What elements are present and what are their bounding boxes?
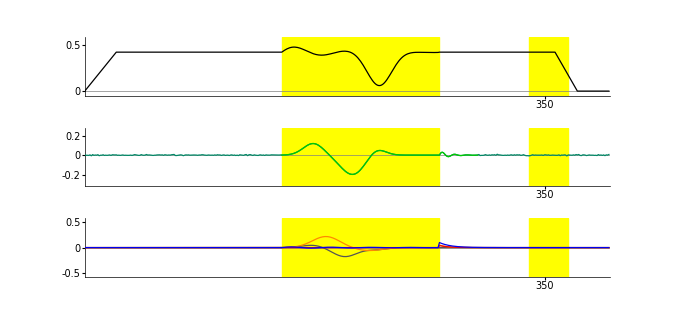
Bar — [529, 218, 568, 277]
Bar — [529, 128, 568, 186]
Bar — [282, 218, 439, 277]
Bar — [282, 37, 439, 96]
Bar — [529, 37, 568, 96]
Bar — [282, 128, 439, 186]
